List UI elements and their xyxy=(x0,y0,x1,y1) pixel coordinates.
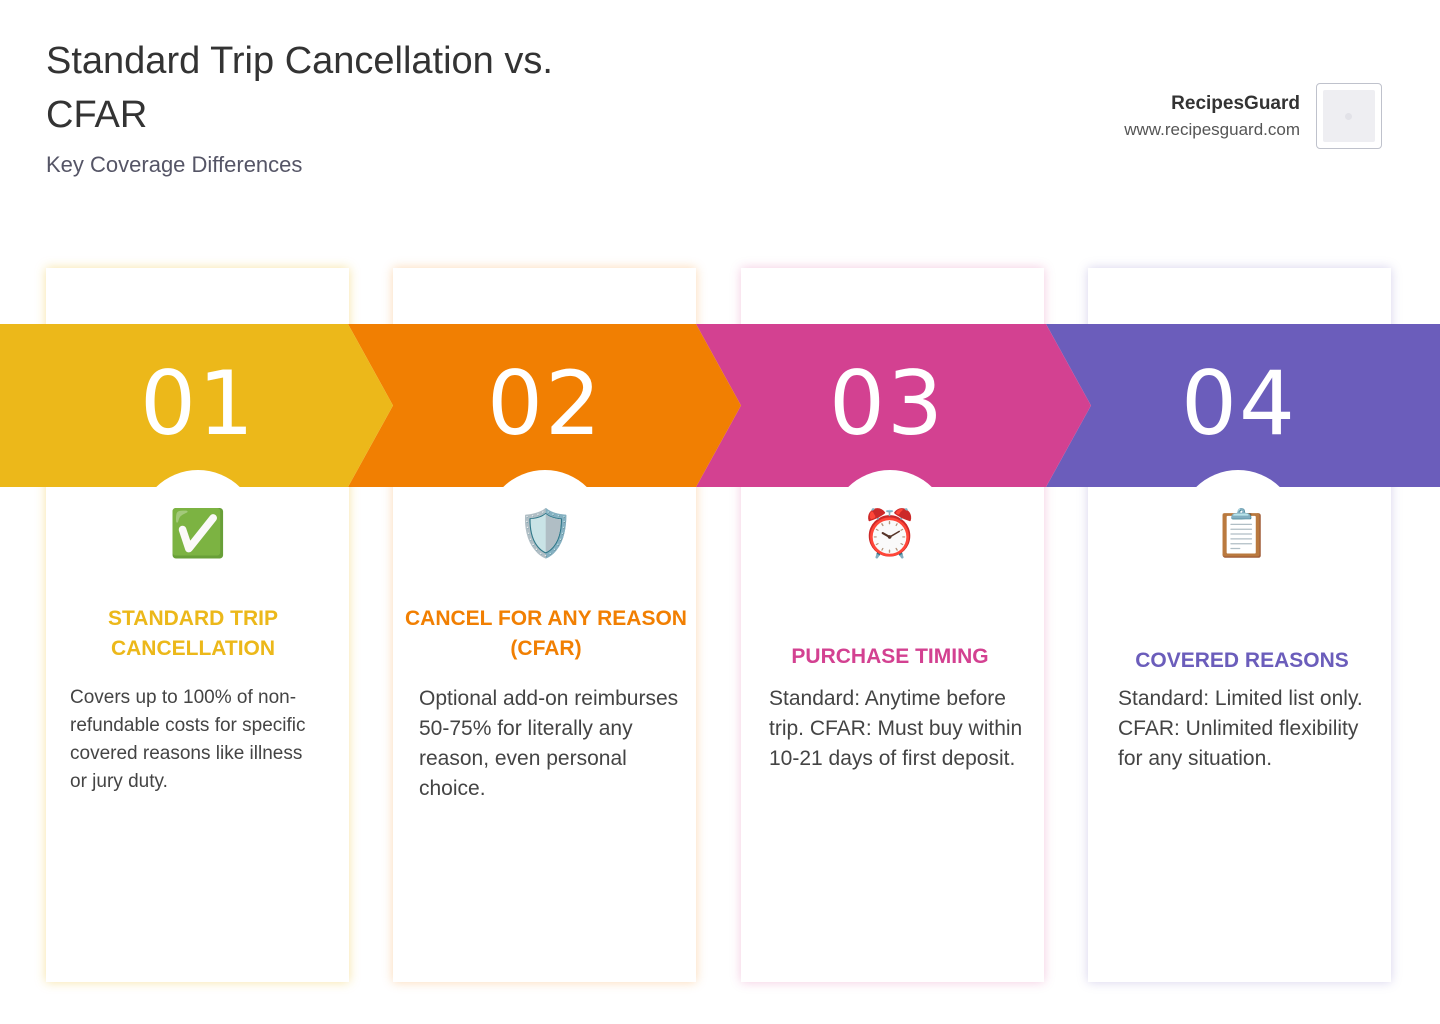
shield-icon: 🛡️ xyxy=(517,507,575,559)
logo-placeholder-icon xyxy=(1323,90,1375,142)
alarm-clock-icon: ⏰ xyxy=(861,507,919,559)
brand-url[interactable]: www.recipesguard.com xyxy=(1124,120,1300,139)
page-title: Standard Trip Cancellation vs. CFAR xyxy=(46,40,553,136)
brand-block: RecipesGuard www.recipesguard.com xyxy=(1124,92,1300,144)
step-description-1: Covers up to 100% of non-refundable cost… xyxy=(70,687,306,792)
clipboard-icon: 📋 xyxy=(1213,507,1271,559)
icon-circle-2 xyxy=(485,470,605,590)
step-heading-4: COVERED REASONS xyxy=(1135,649,1349,672)
step-description-4: Standard: Limited list only. CFAR: Unlim… xyxy=(1118,687,1363,770)
icon-circle-1 xyxy=(138,470,258,590)
arrow-segment-2 xyxy=(348,324,741,487)
icon-circle-4 xyxy=(1178,470,1298,590)
arrow-segment-4 xyxy=(1046,324,1440,487)
step-number-1: 01 xyxy=(140,352,256,455)
brand-name: RecipesGuard xyxy=(1171,93,1300,114)
step-description-3: Standard: Anytime before trip. CFAR: Mus… xyxy=(769,687,1023,770)
check-mark-button-icon: ✅ xyxy=(169,507,227,559)
step-heading-2: CANCEL FOR ANY REASON (CFAR) xyxy=(405,607,687,660)
icon-circle-3 xyxy=(830,470,950,590)
arrow-segment-3 xyxy=(696,324,1091,487)
step-number-2: 02 xyxy=(487,352,603,455)
page-subtitle: Key Coverage Differences xyxy=(46,152,303,177)
step-description-2: Optional add-on reimburses 50-75% for li… xyxy=(419,687,679,800)
step-number-4: 04 xyxy=(1181,352,1297,455)
step-heading-3: PURCHASE TIMING xyxy=(791,645,989,668)
step-heading-1: STANDARD TRIP CANCELLATION xyxy=(108,607,278,660)
brand-logo xyxy=(1316,83,1382,149)
step-number-3: 03 xyxy=(829,352,945,455)
arrow-segment-1 xyxy=(0,324,393,487)
arrow-band xyxy=(0,324,1440,487)
